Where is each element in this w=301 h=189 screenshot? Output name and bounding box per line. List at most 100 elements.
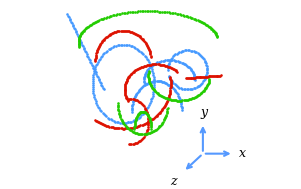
Point: [128, 30, 132, 33]
Point: [162, 81, 167, 84]
Point: [147, 81, 152, 84]
Point: [82, 28, 87, 31]
Point: [94, 101, 99, 105]
Point: [158, 10, 163, 13]
Point: [168, 87, 173, 90]
Point: [163, 102, 168, 105]
Point: [131, 10, 136, 13]
Point: [142, 110, 147, 113]
Point: [77, 36, 82, 39]
Point: [139, 65, 144, 68]
Point: [183, 14, 188, 17]
Point: [128, 73, 133, 76]
Point: [203, 88, 207, 91]
Point: [181, 99, 186, 102]
Point: [142, 83, 147, 86]
Point: [81, 45, 85, 48]
Point: [145, 64, 150, 67]
Point: [151, 10, 156, 13]
Point: [124, 80, 129, 83]
Point: [217, 74, 222, 77]
Point: [145, 112, 150, 115]
Point: [148, 84, 153, 87]
Point: [191, 96, 196, 99]
Point: [175, 92, 179, 95]
Point: [153, 116, 157, 119]
Point: [199, 82, 204, 85]
Point: [133, 120, 138, 123]
Point: [166, 95, 171, 98]
Point: [190, 87, 195, 90]
Point: [129, 11, 134, 14]
Point: [200, 91, 205, 94]
Point: [155, 92, 160, 95]
Point: [136, 99, 141, 102]
Point: [120, 119, 125, 122]
Point: [149, 126, 154, 129]
Point: [103, 114, 107, 117]
Point: [83, 51, 88, 54]
Point: [150, 130, 155, 133]
Point: [146, 121, 151, 124]
Point: [151, 117, 156, 120]
Point: [113, 30, 118, 33]
Point: [148, 63, 153, 66]
Point: [85, 26, 89, 29]
Point: [140, 65, 145, 68]
Point: [135, 114, 140, 117]
Point: [123, 95, 128, 98]
Point: [158, 94, 163, 97]
Point: [146, 74, 151, 77]
Point: [150, 70, 155, 73]
Point: [147, 80, 152, 83]
Point: [125, 77, 130, 81]
Point: [164, 64, 169, 67]
Point: [188, 16, 192, 19]
Point: [144, 42, 149, 45]
Point: [206, 24, 210, 27]
Point: [132, 126, 136, 129]
Point: [168, 84, 173, 87]
Point: [201, 89, 206, 92]
Point: [117, 112, 122, 115]
Point: [115, 103, 120, 106]
Point: [70, 23, 75, 26]
Point: [148, 65, 153, 68]
Point: [157, 111, 162, 114]
Point: [67, 17, 72, 20]
Point: [85, 54, 90, 57]
Point: [107, 15, 112, 18]
Point: [115, 44, 120, 47]
Point: [204, 23, 209, 26]
Point: [150, 118, 155, 121]
Point: [119, 118, 124, 121]
Point: [190, 76, 195, 79]
Point: [142, 74, 147, 77]
Point: [149, 80, 154, 83]
Point: [144, 70, 149, 74]
Point: [185, 77, 190, 80]
Point: [90, 65, 95, 68]
Point: [207, 79, 212, 82]
Point: [93, 119, 98, 122]
Point: [128, 98, 133, 101]
Point: [150, 63, 154, 66]
Point: [114, 121, 119, 124]
Point: [135, 33, 139, 36]
Point: [136, 141, 141, 144]
Point: [139, 36, 144, 39]
Point: [97, 44, 101, 47]
Point: [150, 64, 155, 67]
Point: [134, 68, 138, 71]
Point: [209, 27, 214, 30]
Point: [180, 50, 185, 53]
Point: [152, 129, 157, 132]
Point: [140, 113, 145, 116]
Point: [90, 88, 95, 91]
Point: [135, 67, 140, 70]
Point: [167, 59, 172, 62]
Point: [174, 70, 179, 73]
Point: [151, 74, 156, 77]
Point: [167, 92, 172, 95]
Point: [146, 76, 151, 79]
